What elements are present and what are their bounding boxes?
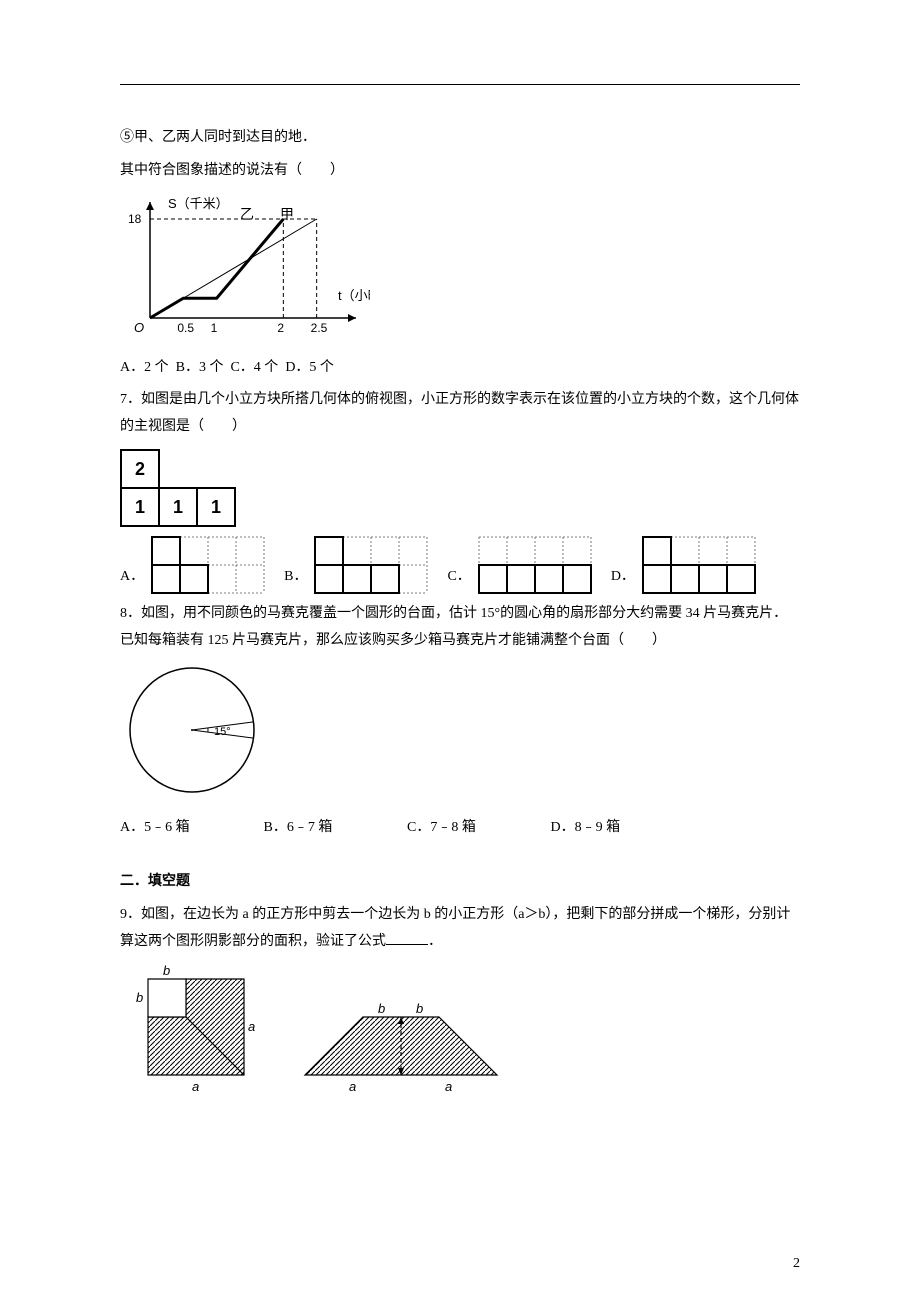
q7-opt-d-fig <box>641 535 757 595</box>
svg-text:18: 18 <box>128 212 142 226</box>
q8-options: A．5﹣6 箱 B．6﹣7 箱 C．7﹣8 箱 D．8﹣9 箱 <box>120 815 800 842</box>
q9-blank <box>386 930 428 945</box>
q8-opt-a: A．5﹣6 箱 <box>120 815 260 842</box>
q9-text: 9．如图，在边长为 a 的正方形中剪去一个边长为 b 的小正方形（a＞b），把剩… <box>120 902 800 955</box>
q8-text: 8．如图，用不同颜色的马赛克覆盖一个圆形的台面，估计 15°的圆心角的扇形部分大… <box>120 601 800 654</box>
q7-opt-c-label: C． <box>447 564 470 591</box>
q6-opt-c: C．4 个 <box>230 355 278 382</box>
svg-text:a: a <box>248 1019 255 1034</box>
q7-opt-c-fig <box>477 535 593 595</box>
svg-text:b: b <box>163 963 170 978</box>
svg-text:乙: 乙 <box>240 206 254 222</box>
q6-opt-d: D．5 个 <box>285 355 334 382</box>
page-number: 2 <box>793 1251 800 1278</box>
q8-opt-d: D．8﹣9 箱 <box>551 815 691 842</box>
svg-text:b: b <box>416 1001 423 1016</box>
svg-text:15°: 15° <box>214 726 231 738</box>
q6-lead: 其中符合图象描述的说法有（ ） <box>120 158 800 185</box>
svg-text:S（千米）: S（千米） <box>168 196 229 211</box>
svg-text:2.5: 2.5 <box>311 321 328 335</box>
svg-text:b: b <box>378 1001 385 1016</box>
q7-top-view: 2111 <box>120 449 800 527</box>
svg-text:O: O <box>134 320 144 335</box>
q7-opt-a-label: A． <box>120 564 144 591</box>
q7-text: 7．如图是由几个小立方块所搭几何体的俯视图，小正方形的数字表示在该位置的小立方块… <box>120 387 800 440</box>
svg-text:2: 2 <box>277 321 284 335</box>
q6-opt-a: A．2 个 <box>120 355 169 382</box>
q8-figure: 15° <box>120 660 800 811</box>
svg-text:a: a <box>445 1079 452 1094</box>
q6-options: A．2 个 B．3 个 C．4 个 D．5 个 <box>120 355 800 382</box>
svg-text:t（小时）: t（小时） <box>338 288 370 303</box>
svg-text:a: a <box>349 1079 356 1094</box>
svg-text:a: a <box>192 1079 199 1094</box>
q7-opt-b-fig <box>313 535 429 595</box>
q9-text-prefix: 9．如图，在边长为 a 的正方形中剪去一个边长为 b 的小正方形（a＞b），把剩… <box>120 907 790 949</box>
svg-text:b: b <box>136 990 143 1005</box>
q9-text-suffix: ． <box>428 934 442 949</box>
q8-opt-c: C．7﹣8 箱 <box>407 815 547 842</box>
q7-opt-d-label: D． <box>611 564 635 591</box>
svg-text:1: 1 <box>211 321 218 335</box>
svg-text:甲: 甲 <box>280 206 294 222</box>
q7-options: A． B． C． D． <box>120 535 800 595</box>
q6-opt-b: B．3 个 <box>176 355 224 382</box>
q9-figure: b b a a b b a a <box>120 961 800 1112</box>
q7-opt-a-fig <box>150 535 266 595</box>
q8-opt-b: B．6﹣7 箱 <box>264 815 404 842</box>
section2-title: 二．填空题 <box>120 869 800 896</box>
svg-text:0.5: 0.5 <box>177 321 194 335</box>
q6-stmt5: ⑤甲、乙两人同时到达目的地． <box>120 125 800 152</box>
q7-opt-b-label: B． <box>284 564 307 591</box>
q6-chart: 0.5 1 2 2.5 18 O S（千米） t（小时） 乙 甲 <box>120 190 800 351</box>
header-rule <box>120 84 800 85</box>
